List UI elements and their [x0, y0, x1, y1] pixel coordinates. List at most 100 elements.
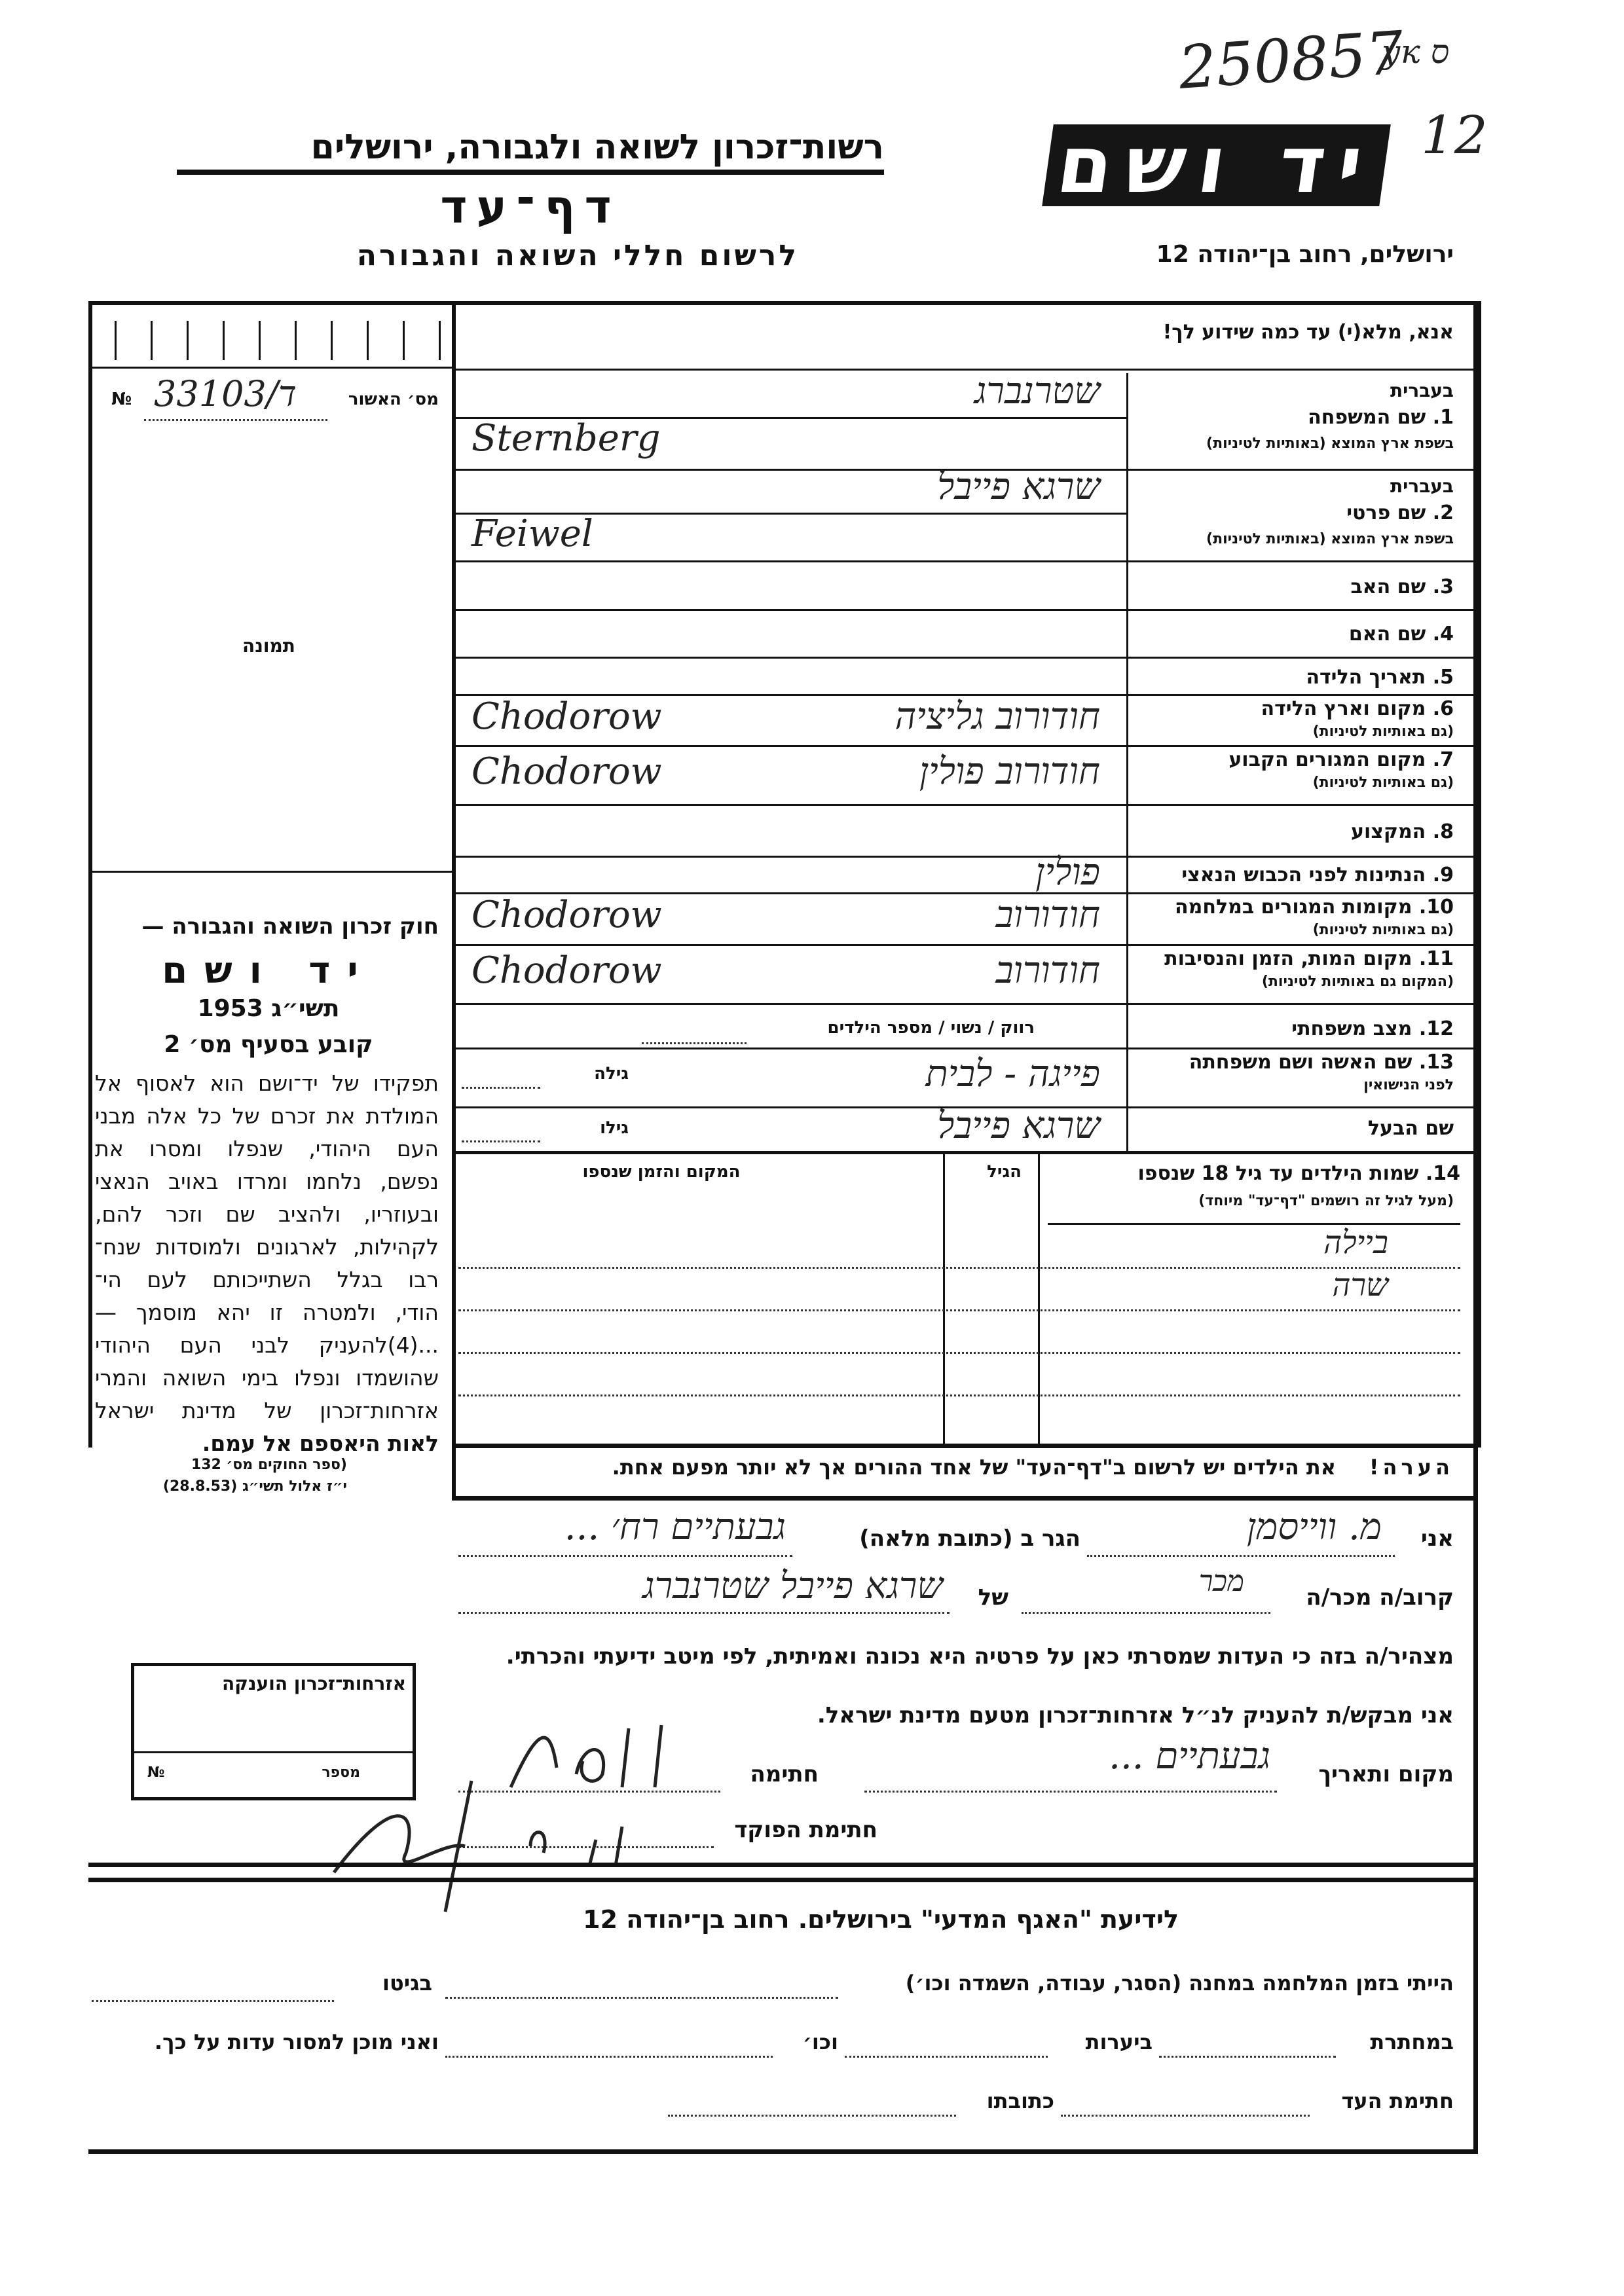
place-date-line — [864, 1791, 1277, 1793]
citizenship-request: אני מבקש/ת להעניק לנ״ל אזרחות־זכרון מטעם… — [817, 1702, 1454, 1728]
hebrew-tag: בעברית — [1390, 475, 1454, 497]
divider — [452, 1444, 1473, 1448]
field-value-hebrew[interactable]: חודורוב גליציה — [895, 695, 1100, 738]
field-label: 12. מצב משפחתי — [1291, 1017, 1454, 1040]
of-line — [458, 1612, 950, 1614]
field-label: 11. מקום המות, הזמן והנסיבות — [1164, 947, 1454, 970]
field-value-latin[interactable]: Chodorow — [471, 750, 662, 793]
etc-line — [445, 2056, 773, 2058]
of-value[interactable]: שרגא פייבל שטרנברג — [642, 1565, 943, 1607]
archive-number: 250857 — [1176, 18, 1406, 103]
field-row-divider — [452, 804, 1473, 806]
field-row-divider — [452, 1106, 1473, 1108]
law-year: תשי״ג 1953 — [197, 995, 340, 1022]
place-header: המקום והזמן שנספו — [582, 1162, 741, 1182]
camp-line — [445, 1997, 838, 1999]
field-label: 7. מקום המגורים הקבוע — [1228, 748, 1454, 771]
divider — [452, 369, 1473, 371]
field-row-divider — [452, 609, 1473, 611]
approval-number-line — [144, 419, 327, 421]
place-date-value[interactable]: גבעתיים ... — [1109, 1735, 1270, 1777]
witness-signature-line — [1061, 2115, 1310, 2117]
children-sub: (מעל לגיל זה רושמים "דף־עד" מיוחד) — [1198, 1193, 1454, 1209]
divider — [134, 1751, 413, 1753]
citizenship-no-sign: № — [147, 1764, 165, 1781]
field-row-divider — [452, 657, 1473, 659]
relation-value[interactable]: מכר — [1198, 1565, 1244, 1598]
name-line — [1087, 1555, 1395, 1557]
field-row-divider — [452, 694, 1473, 696]
children-count-line — [642, 1042, 747, 1044]
field-value-hebrew[interactable]: חודורוב — [995, 949, 1100, 992]
law-source-1: (ספר החוקים מס׳ 132 — [191, 1457, 347, 1473]
note-label: הערה! — [1369, 1455, 1454, 1480]
frame-bottom-edge — [88, 2149, 1478, 2154]
signature-label: חתימה — [750, 1761, 819, 1787]
camp-label: הייתי בזמן המלחמה במחנה (הסגר, עבודה, הש… — [905, 1971, 1454, 1995]
place-date-label: מקום ותאריך — [1318, 1761, 1454, 1787]
wife-age-label: גילה — [594, 1064, 629, 1084]
field-value-latin[interactable]: Chodorow — [471, 695, 662, 738]
field-value-hebrew[interactable]: שרגא פייבל — [937, 1104, 1100, 1147]
note-text: את הילדים יש לרשום ב"דף־העד" של אחד ההור… — [612, 1455, 1336, 1480]
form-title: דף־עד — [440, 180, 621, 234]
law-line: לקהילות, לארגונים ולמוסדות שנח־ — [95, 1234, 439, 1260]
field-value-latin[interactable]: Chodorow — [471, 949, 662, 992]
left-column-divider — [452, 301, 456, 1499]
child-name: ביילה — [1323, 1224, 1388, 1261]
field-value-hebrew[interactable]: חודורוב — [995, 894, 1100, 936]
law-line: תפקידו של יד־ושם הוא לאסוף אל — [95, 1070, 439, 1096]
field-value-hebrew[interactable]: פולין — [1035, 850, 1100, 894]
field-row-divider — [452, 1003, 1473, 1005]
child-row-line — [458, 1309, 1460, 1311]
field-sublabel: בשפת ארץ המוצא (באותיות לטיניות) — [1206, 531, 1454, 547]
willing-testify-label: ואני מוכן למסור עדות על כך. — [154, 2030, 439, 2054]
field-value-hebrew[interactable]: שרגא פייבל — [937, 465, 1100, 508]
field-label: 13. שם האשה ושם משפחתה — [1189, 1051, 1454, 1074]
divider — [88, 1878, 1473, 1882]
field-row-divider — [452, 856, 1473, 858]
address-line — [458, 1555, 792, 1557]
form-subtitle: לרשום חללי השואה והגבורה — [356, 239, 799, 272]
law-line: רבו בגלל השתייכותם לעם הי־ — [95, 1267, 439, 1292]
field-label: שם הבעל — [1367, 1117, 1454, 1140]
divider — [1048, 1223, 1460, 1225]
law-source-2: י״ז אלול תשי״ג (28.8.53) — [162, 1478, 347, 1495]
label-column-divider — [1126, 373, 1128, 1152]
field-value-hebrew[interactable]: פייגה - לבית — [925, 1052, 1100, 1095]
field-value-latin[interactable]: Feiwel — [471, 513, 593, 555]
hebrew-tag: בעברית — [1390, 380, 1454, 401]
authority-name: רשות־זכרון לשואה ולגבורה, ירושלים — [177, 128, 884, 175]
field-label: 10. מקומות המגורים במלחמה — [1175, 896, 1454, 919]
field-value-hebrew[interactable]: חודורוב פולין — [919, 750, 1100, 793]
law-name: יד ושם — [162, 949, 375, 992]
underground-label: במחתרת — [1370, 2030, 1454, 2054]
yad-vashem-logo: יד ושם — [1042, 120, 1391, 211]
declarant-address[interactable]: גבעתיים רח׳ ... — [564, 1506, 786, 1548]
child-row-line — [458, 1352, 1460, 1354]
husband-age-line — [462, 1140, 540, 1142]
wife-age-line — [462, 1087, 540, 1089]
etc-label: וכו׳ — [802, 2030, 838, 2054]
divider — [88, 1863, 1473, 1867]
field-row-divider — [452, 944, 1473, 946]
law-title: חוק זכרון השואה והגבורה — — [141, 913, 439, 939]
signature-line — [458, 1791, 720, 1793]
field-label: 4. שם האם — [1348, 623, 1454, 646]
children-label: 14. שמות הילדים עד גיל 18 שנספו — [1137, 1162, 1460, 1185]
marital-options: רווק / נשוי / מספר הילדים — [827, 1018, 1035, 1038]
divider — [452, 1496, 1473, 1501]
field-value-hebrew[interactable]: שטרנברג — [974, 370, 1100, 412]
field-value-latin[interactable]: Chodorow — [471, 894, 662, 936]
field-value-latin[interactable]: Sternberg — [471, 417, 661, 460]
declarant-name[interactable]: מ. ווייסמן — [1246, 1506, 1382, 1548]
age-header: הגיל — [987, 1162, 1022, 1182]
field-row-divider — [452, 745, 1473, 747]
forests-label: ביערות — [1085, 2030, 1153, 2054]
hebrew-latin-divider — [455, 513, 1126, 515]
child-row-line — [458, 1394, 1460, 1396]
photo-label: תמונה — [242, 635, 295, 657]
forests-line — [845, 2056, 1048, 2058]
field-label: 3. שם האב — [1350, 575, 1454, 598]
form-frame — [88, 301, 1481, 1448]
